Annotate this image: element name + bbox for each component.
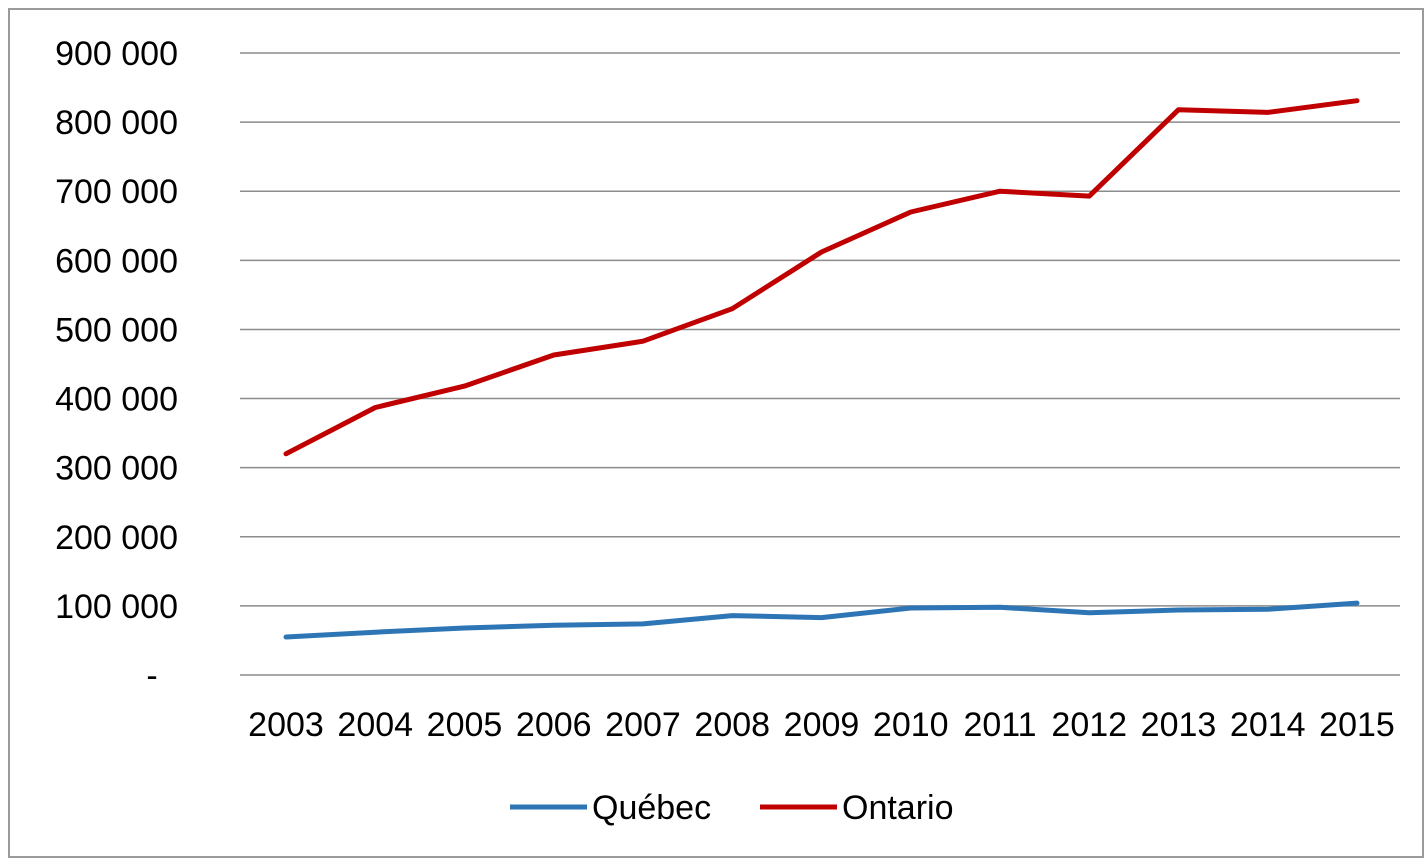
x-tick-label: 2009 xyxy=(784,706,860,744)
series-line-qu-bec xyxy=(283,600,1360,640)
y-tick-label: 300 000 xyxy=(55,450,178,488)
y-tick-label: 600 000 xyxy=(55,242,178,280)
y-tick-label: - xyxy=(146,657,157,695)
x-axis-tick-labels: 2003 2004 2005 2006 2007 2008 2009 2010 2011 2012… xyxy=(248,706,1395,744)
y-tick-label: 200 000 xyxy=(55,519,178,557)
gridlines xyxy=(240,52,1400,676)
y-tick-label: 100 000 xyxy=(55,588,178,626)
x-tick-label: 2015 xyxy=(1319,706,1395,744)
y-tick-label: 700 000 xyxy=(55,173,178,211)
x-tick-label: 2006 xyxy=(516,706,592,744)
y-tick-label: 900 000 xyxy=(55,35,178,73)
x-tick-label: 2005 xyxy=(427,706,503,744)
y-axis-tick-labels: - 100 000 200 000 300 000 400 000 500 000 600 … xyxy=(55,35,178,695)
line-chart: - 100 000 200 000 300 000 400 000 500 000 600 … xyxy=(55,35,1400,827)
x-tick-label: 2008 xyxy=(694,706,770,744)
x-tick-label: 2004 xyxy=(337,706,413,744)
x-tick-label: 2007 xyxy=(605,706,681,744)
x-tick-label: 2014 xyxy=(1230,706,1306,744)
series-lines xyxy=(283,98,1360,640)
x-tick-label: 2012 xyxy=(1051,706,1127,744)
y-tick-label: 400 000 xyxy=(55,381,178,419)
legend-label: Ontario xyxy=(842,789,954,827)
chart-frame: - 100 000 200 000 300 000 400 000 500 000 600 … xyxy=(8,8,1424,858)
y-tick-label: 500 000 xyxy=(55,311,178,349)
x-tick-label: 2003 xyxy=(248,706,324,744)
legend: Québec Ontario xyxy=(510,789,954,827)
series-line-ontario xyxy=(283,98,1360,457)
legend-label: Québec xyxy=(592,789,711,827)
x-tick-label: 2013 xyxy=(1141,706,1217,744)
x-tick-label: 2011 xyxy=(963,706,1036,744)
x-tick-label: 2010 xyxy=(873,706,949,744)
y-tick-label: 800 000 xyxy=(55,104,178,142)
